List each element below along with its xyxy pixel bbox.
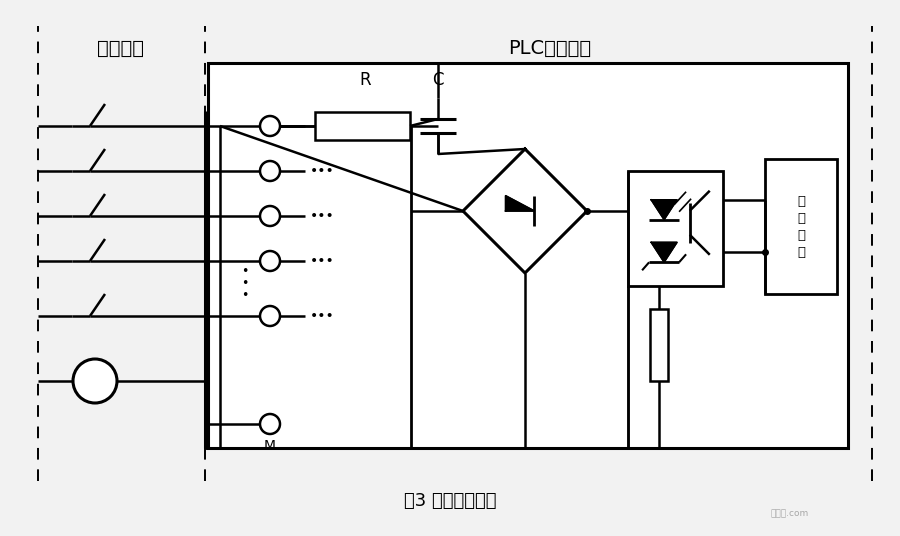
Circle shape (260, 251, 280, 271)
Polygon shape (651, 200, 677, 220)
Polygon shape (506, 196, 535, 211)
Circle shape (73, 359, 117, 403)
Text: M: M (264, 439, 276, 453)
Circle shape (260, 414, 280, 434)
Circle shape (260, 116, 280, 136)
Circle shape (260, 306, 280, 326)
Bar (650, 309, 668, 381)
Text: •••: ••• (310, 209, 335, 223)
Text: 接线图.com: 接线图.com (771, 510, 809, 518)
Bar (628, 171, 723, 286)
Text: •••: ••• (310, 254, 335, 268)
Bar (765, 159, 837, 294)
Text: 图3 交流输入电路: 图3 交流输入电路 (404, 492, 496, 510)
Text: PLC内部接线: PLC内部接线 (508, 39, 591, 57)
Text: R: R (359, 71, 371, 89)
Polygon shape (651, 242, 677, 262)
Circle shape (260, 161, 280, 181)
Text: 外部接线: 外部接线 (96, 39, 143, 57)
Text: •••: ••• (310, 164, 335, 178)
Text: •••: ••• (310, 309, 335, 323)
Text: ~: ~ (89, 374, 101, 388)
Text: 单
处
理
器: 单 处 理 器 (797, 195, 805, 258)
Bar (315, 112, 410, 140)
Bar (208, 63, 848, 448)
Text: •
•
•: • • • (241, 265, 248, 302)
Text: C: C (432, 71, 444, 89)
Circle shape (260, 206, 280, 226)
